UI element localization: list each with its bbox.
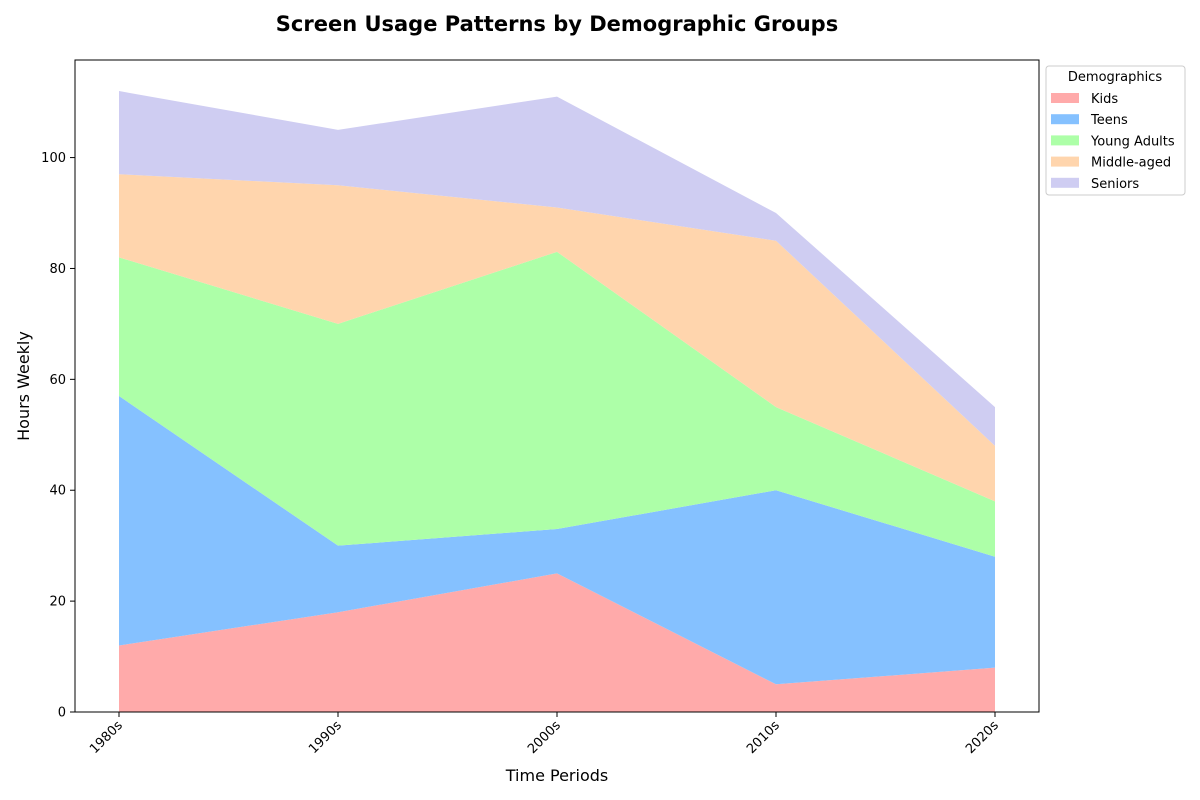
legend-label-seniors: Seniors [1091, 177, 1139, 192]
area-teens [119, 395, 995, 685]
x-tick-label: 2000s [525, 718, 564, 757]
y-tick-label: 60 [49, 373, 66, 388]
legend-swatch-teens [1051, 114, 1079, 125]
y-axis: 0 20 40 60 80 100 [41, 151, 75, 721]
x-axis-label: Time Periods [505, 766, 608, 785]
chart-title: Screen Usage Patterns by Demographic Gro… [276, 12, 838, 36]
legend-swatch-seniors [1051, 177, 1079, 188]
legend-label-young-adults: Young Adults [1090, 134, 1175, 149]
legend-box [1045, 65, 1186, 196]
legend-items: Kids Teens Young Adults Middle-aged Seniors [1051, 92, 1175, 192]
area-kids [119, 573, 995, 712]
x-tick-label: 1980s [87, 718, 126, 757]
area-layers [119, 91, 995, 712]
x-tick-label: 1990s [306, 718, 345, 757]
area-seniors [119, 91, 995, 446]
y-tick-label: 40 [49, 484, 66, 499]
y-tick-label: 80 [49, 262, 66, 277]
legend-swatch-middle-aged [1051, 156, 1079, 167]
area-young-adults [119, 251, 995, 557]
legend-label-teens: Teens [1090, 113, 1128, 128]
legend-swatch-young-adults [1051, 135, 1079, 146]
legend-swatch-kids [1051, 93, 1079, 103]
area-middle-aged [119, 174, 995, 502]
x-tick-label: 2020s [963, 718, 1002, 757]
legend-label-middle-aged: Middle-aged [1091, 156, 1171, 171]
legend-label-kids: Kids [1091, 92, 1118, 107]
y-axis-label: Hours Weekly [14, 331, 33, 441]
x-axis: 1980s 1990s 2000s 2010s 2020s [87, 712, 1002, 757]
x-tick-label: 2010s [744, 718, 783, 757]
legend-title: Demographics [1068, 70, 1162, 85]
y-tick-label: 100 [41, 151, 66, 166]
y-tick-label: 0 [58, 706, 66, 721]
legend: Demographics Kids Teens Young Adults Middle… [1045, 65, 1186, 196]
y-tick-label: 20 [49, 595, 66, 610]
